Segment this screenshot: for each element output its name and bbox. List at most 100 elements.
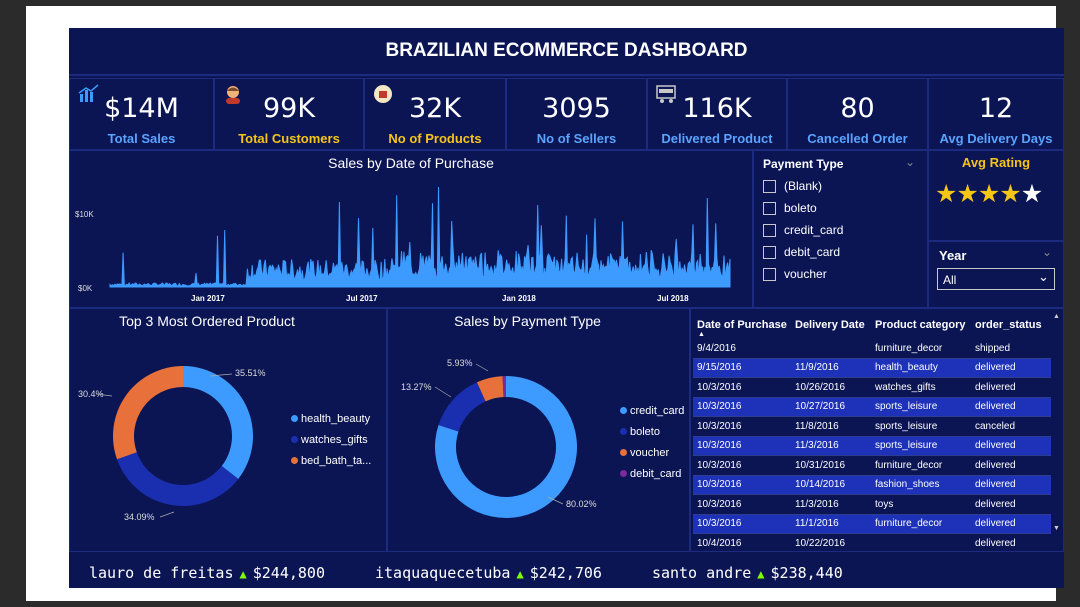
kpi-no-of-products[interactable]: 32K No of Products bbox=[364, 78, 506, 150]
slicer-option-voucher[interactable]: voucher bbox=[763, 263, 843, 285]
truck-icon bbox=[656, 84, 682, 109]
kpi-label: No of Sellers bbox=[536, 131, 617, 146]
kpi-total-customers[interactable]: 99K Total Customers bbox=[214, 78, 364, 150]
donut-slice[interactable] bbox=[438, 382, 486, 432]
kpi-total-sales[interactable]: $14M Total Sales bbox=[69, 78, 214, 150]
chevron-down-icon[interactable]: ⌄ bbox=[905, 155, 916, 169]
table-row[interactable]: 10/3/2016 11/1/2016 furniture_decor deliver… bbox=[693, 514, 1051, 534]
kpi-label: Total Sales bbox=[107, 131, 176, 146]
donut-slice[interactable] bbox=[502, 376, 506, 398]
option-label: boleto bbox=[784, 201, 817, 215]
table-row[interactable]: 10/3/2016 11/8/2016 sports_leisure canceled bbox=[693, 416, 1051, 437]
checkbox[interactable] bbox=[763, 223, 776, 237]
kpi-label: Avg Delivery Days bbox=[939, 131, 1053, 146]
x-tick-label: Jul 2017 bbox=[346, 294, 378, 303]
legend-item[interactable]: bed_bath_ta... bbox=[291, 450, 371, 471]
customer-icon bbox=[223, 84, 243, 109]
year-dropdown[interactable]: All ⌄ bbox=[937, 268, 1055, 290]
slicer-option-credit-card[interactable]: credit_card bbox=[763, 219, 843, 241]
checkbox[interactable] bbox=[763, 245, 776, 259]
table-cell: 10/31/2016 bbox=[791, 455, 871, 476]
star-icon: ★ bbox=[999, 180, 1021, 208]
table-cell: 10/26/2016 bbox=[791, 377, 871, 398]
x-tick-label: Jul 2018 bbox=[657, 294, 689, 303]
table-row[interactable]: 10/4/2016 10/22/2016 delivered bbox=[693, 533, 1051, 551]
legend-item[interactable]: watches_gifts bbox=[291, 429, 371, 450]
kpi-value: 116K bbox=[682, 93, 752, 124]
kpi-delivered-product[interactable]: 116K Delivered Product bbox=[647, 78, 787, 150]
column-header[interactable]: order_status bbox=[975, 319, 1042, 331]
top-products-panel[interactable]: Top 3 Most Ordered Product 35.51% 34.09%… bbox=[69, 308, 387, 552]
table-cell: 10/3/2016 bbox=[693, 514, 791, 534]
table-row[interactable]: 10/3/2016 10/27/2016 sports_leisure deliver… bbox=[693, 397, 1051, 417]
donut-slice[interactable] bbox=[435, 376, 577, 518]
table-cell: 9/4/2016 bbox=[693, 339, 791, 359]
table-cell: delivered bbox=[971, 358, 1051, 378]
table-row[interactable]: 10/3/2016 11/3/2016 toys delivered bbox=[693, 494, 1051, 515]
checkbox[interactable] bbox=[763, 267, 776, 281]
scroll-up-icon[interactable]: ▲ bbox=[1053, 313, 1060, 320]
star-icon: ★ bbox=[956, 180, 978, 208]
sales-series[interactable] bbox=[109, 186, 731, 288]
kpi-cancelled-order[interactable]: 80 Cancelled Order bbox=[787, 78, 928, 150]
table-cell bbox=[871, 533, 971, 551]
donut-slice[interactable] bbox=[113, 366, 183, 460]
kpi-value: 99K bbox=[262, 93, 316, 124]
ticker-item: lauro de freitas ▲ $244,800 bbox=[89, 564, 325, 582]
kpi-value: 12 bbox=[978, 93, 1014, 124]
star-icon: ★ bbox=[935, 180, 957, 208]
legend-item[interactable]: debit_card bbox=[620, 463, 684, 484]
table-cell: 11/1/2016 bbox=[791, 514, 871, 534]
table-cell: sports_leisure bbox=[871, 397, 971, 417]
legend-item[interactable]: health_beauty bbox=[291, 408, 371, 429]
table-cell: delivered bbox=[971, 475, 1051, 495]
table-cell: 10/3/2016 bbox=[693, 455, 791, 476]
table-row[interactable]: 10/3/2016 10/14/2016 fashion_shoes delivere… bbox=[693, 475, 1051, 495]
legend-item[interactable]: credit_card bbox=[620, 400, 684, 421]
table-cell: 10/4/2016 bbox=[693, 533, 791, 551]
avg-rating-card: Avg Rating ★★★★★ bbox=[928, 150, 1064, 241]
orders-table-panel: Date of Purchase ▲ Delivery Date Product … bbox=[690, 308, 1064, 552]
year-slicer: Year ⌄ All ⌄ bbox=[928, 241, 1064, 308]
table-cell: 11/3/2016 bbox=[791, 494, 871, 515]
kpi-label: No of Products bbox=[388, 131, 482, 146]
table-row[interactable]: 10/3/2016 10/26/2016 watches_gifts delivere… bbox=[693, 377, 1051, 398]
star-rating: ★★★★★ bbox=[935, 179, 1043, 209]
kpi-label: Total Customers bbox=[238, 131, 340, 146]
donut-slice[interactable] bbox=[183, 366, 253, 479]
slicer-option-blank[interactable]: (Blank) bbox=[763, 175, 843, 197]
orders-table: Date of Purchase ▲ Delivery Date Product … bbox=[693, 311, 1051, 551]
table-cell: 10/3/2016 bbox=[693, 475, 791, 495]
star-icon: ★ bbox=[977, 180, 1000, 208]
table-row[interactable]: 9/4/2016 furniture_decor shipped bbox=[693, 339, 1051, 359]
table-row[interactable]: 10/3/2016 10/31/2016 furniture_decor delive… bbox=[693, 455, 1051, 476]
donut-slice[interactable] bbox=[476, 376, 504, 402]
column-header[interactable]: Date of Purchase ▲ bbox=[697, 319, 787, 338]
column-header[interactable]: Product category bbox=[875, 319, 966, 331]
payment-type-donut: 80.02% 13.27% 5.93% bbox=[401, 358, 597, 518]
legend-item[interactable]: boleto bbox=[620, 421, 684, 442]
table-row[interactable]: 9/15/2016 11/9/2016 health_beauty delivered bbox=[693, 358, 1051, 378]
slicer-option-boleto[interactable]: boleto bbox=[763, 197, 843, 219]
checkbox[interactable] bbox=[763, 201, 776, 215]
chevron-down-icon[interactable]: ⌄ bbox=[1042, 245, 1053, 259]
slicer-option-debit-card[interactable]: debit_card bbox=[763, 241, 843, 263]
kpi-avg-delivery-days[interactable]: 12 Avg Delivery Days bbox=[928, 78, 1064, 150]
table-row[interactable]: 10/3/2016 11/3/2016 sports_leisure delivere… bbox=[693, 436, 1051, 456]
scroll-down-icon[interactable]: ▼ bbox=[1053, 525, 1060, 532]
column-header[interactable]: Delivery Date bbox=[795, 319, 865, 331]
chevron-down-icon: ⌄ bbox=[1038, 269, 1049, 284]
legend-item[interactable]: voucher bbox=[620, 442, 684, 463]
scrollbar[interactable]: ▲ ▼ bbox=[1053, 313, 1060, 545]
payment-type-panel[interactable]: Sales by Payment Type 80.02% 13.27% 5.93… bbox=[387, 308, 690, 552]
table-cell: 10/3/2016 bbox=[693, 416, 791, 437]
table-cell: watches_gifts bbox=[871, 377, 971, 398]
checkbox[interactable] bbox=[763, 179, 776, 193]
kpi-no-of-sellers[interactable]: 3095 No of Sellers bbox=[506, 78, 647, 150]
sales-by-date-panel[interactable]: Sales by Date of Purchase $10K $0K Jan 2… bbox=[69, 150, 753, 308]
table-cell bbox=[791, 339, 871, 359]
donut-slice[interactable] bbox=[116, 452, 239, 506]
data-label: 35.51% bbox=[235, 368, 266, 378]
option-label: credit_card bbox=[784, 223, 844, 237]
table-cell: furniture_decor bbox=[871, 514, 971, 534]
